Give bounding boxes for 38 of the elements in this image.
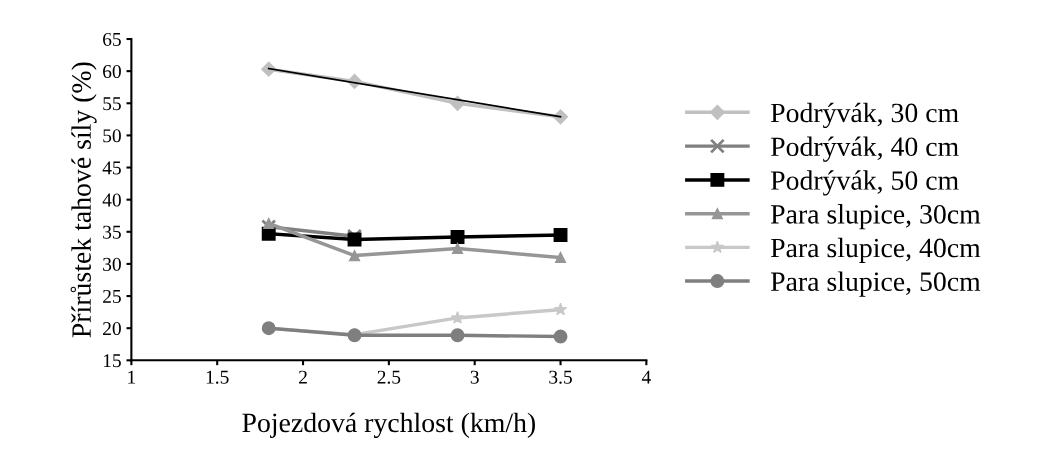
point <box>450 229 465 244</box>
point <box>263 217 275 229</box>
y-tick-label: 15 <box>103 354 121 368</box>
point <box>553 329 568 344</box>
y-tick-label: 60 <box>103 64 121 79</box>
y-tick-label: 30 <box>103 257 121 271</box>
x-tick-label: 3.5 <box>549 370 572 384</box>
point <box>552 109 569 125</box>
legend-label: Para slupice, 30cm <box>770 204 981 230</box>
point <box>553 228 568 242</box>
point <box>451 242 464 255</box>
point <box>348 250 361 262</box>
y-tick-label: 65 <box>103 32 121 46</box>
point <box>450 310 465 324</box>
y-tick-label: 20 <box>103 322 121 336</box>
x-axis-title: Pojezdová rychlost (km/h) <box>242 412 535 438</box>
legend-label: Podrývák, 30 cm <box>770 102 959 129</box>
x-tick-label: 2.5 <box>377 370 401 384</box>
y-tick-label: 35 <box>103 225 121 239</box>
point <box>554 251 567 264</box>
x-tick-label: 4 <box>641 370 651 384</box>
legend-label: Podrývák, 50 cm <box>770 170 959 196</box>
x-tick-label: 1 <box>128 370 136 384</box>
legend-label: Para slupice, 50cm <box>770 271 981 297</box>
y-axis-title: Přírůstek tahové síly (%) <box>70 62 97 338</box>
y-tick-label: 50 <box>103 129 121 143</box>
y-tick-label: 55 <box>103 97 121 111</box>
y-tick-label: 25 <box>103 289 121 303</box>
y-tick-label: 40 <box>102 193 121 207</box>
legend-label: Podrývák, 40 cm <box>770 136 959 162</box>
y-tick-label: 45 <box>102 161 121 175</box>
x-tick-label: 3 <box>470 370 479 384</box>
point <box>553 302 568 316</box>
x-tick-label: 1.5 <box>206 370 229 384</box>
legend-label: Para slupice, 40cm <box>770 237 981 263</box>
x-tick-label: 2 <box>299 370 307 384</box>
point <box>450 328 465 343</box>
point <box>346 228 363 244</box>
